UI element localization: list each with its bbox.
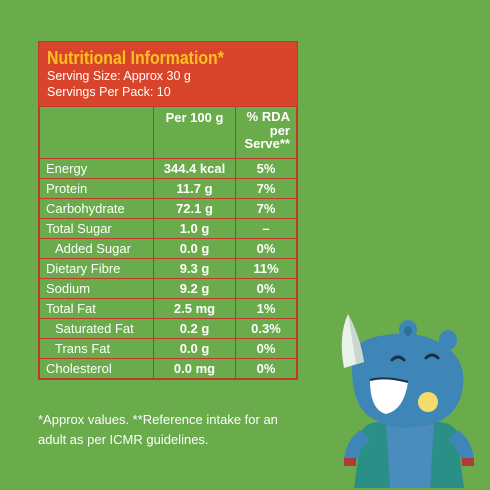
nutrient-per100: 9.2 g: [153, 278, 236, 299]
table-row: Cholesterol 0.0 mg 0%: [39, 358, 297, 379]
nutrient-name: Energy: [39, 158, 154, 179]
nutrient-rda: 0.3%: [235, 318, 297, 339]
nutrient-name: Sodium: [39, 278, 154, 299]
table-row: Energy 344.4 kcal 5%: [39, 158, 297, 179]
table-row: Dietary Fibre 9.3 g 11%: [39, 258, 297, 279]
nutrient-per100: 2.5 mg: [153, 298, 236, 319]
nutrient-name: Total Fat: [39, 298, 154, 319]
nutrient-per100: 0.0 mg: [153, 358, 236, 379]
servings-per-pack: Servings Per Pack: 10: [47, 85, 171, 99]
nutrient-rda: 0%: [235, 358, 297, 379]
header-rda-line2: per: [269, 122, 290, 138]
nutrition-panel: Nutritional Information* Serving Size: A…: [38, 41, 298, 380]
nutrient-rda: 7%: [235, 198, 297, 219]
footnote-line2: adult as per ICMR guidelines.: [38, 432, 209, 447]
nutrient-name: Carbohydrate: [39, 198, 154, 219]
header-rda: % RDA per Serve**: [235, 106, 297, 159]
nutrient-per100: 11.7 g: [153, 178, 236, 199]
rhino-mascot-icon: [341, 314, 474, 488]
nutrient-rda: 1%: [235, 298, 297, 319]
nutrition-table: Per 100 g % RDA per Serve** Energy 344.4…: [39, 106, 297, 379]
header-empty-cell: [39, 106, 154, 159]
nutrient-per100: 72.1 g: [153, 198, 236, 219]
table-header-row: Per 100 g % RDA per Serve**: [39, 106, 297, 159]
nutrient-name: Cholesterol: [39, 358, 154, 379]
table-row: Added Sugar 0.0 g 0%: [39, 238, 297, 259]
nutrient-rda: 0%: [235, 238, 297, 259]
table-row: Saturated Fat 0.2 g 0.3%: [39, 318, 297, 339]
nutrient-per100: 0.0 g: [153, 238, 236, 259]
nutrient-per100: 344.4 kcal: [153, 158, 236, 179]
nutrient-name: Trans Fat: [39, 338, 154, 359]
nutrient-name: Dietary Fibre: [39, 258, 154, 279]
panel-title: Nutritional Information*: [47, 48, 224, 68]
header-rda-line1: % RDA: [246, 109, 290, 124]
table-row: Protein 11.7 g 7%: [39, 178, 297, 199]
nutrient-name: Protein: [39, 178, 154, 199]
table-row: Total Fat 2.5 mg 1%: [39, 298, 297, 319]
nutrient-name: Saturated Fat: [39, 318, 154, 339]
header-per100: Per 100 g: [153, 106, 236, 159]
table-row: Trans Fat 0.0 g 0%: [39, 338, 297, 359]
nutrient-rda: –: [235, 218, 297, 239]
header-rda-line3: Serve**: [244, 136, 290, 151]
table-row: Sodium 9.2 g 0%: [39, 278, 297, 299]
serving-size: Serving Size: Approx 30 g: [47, 69, 191, 83]
nutrient-rda: 0%: [235, 338, 297, 359]
nutrient-per100: 0.2 g: [153, 318, 236, 339]
nutrient-name: Total Sugar: [39, 218, 154, 239]
nutrient-per100: 1.0 g: [153, 218, 236, 239]
nutrient-rda: 7%: [235, 178, 297, 199]
footnote-line1: *Approx values. **Reference intake for a…: [38, 412, 278, 427]
panel-header: Nutritional Information* Serving Size: A…: [39, 42, 297, 106]
nutrient-rda: 5%: [235, 158, 297, 179]
nutrient-per100: 9.3 g: [153, 258, 236, 279]
nutrient-per100: 0.0 g: [153, 338, 236, 359]
table-row: Total Sugar 1.0 g –: [39, 218, 297, 239]
table-row: Carbohydrate 72.1 g 7%: [39, 198, 297, 219]
nutrient-name: Added Sugar: [39, 238, 154, 259]
nutrient-rda: 11%: [235, 258, 297, 279]
nutrient-rda: 0%: [235, 278, 297, 299]
footnote: *Approx values. **Reference intake for a…: [38, 410, 308, 450]
